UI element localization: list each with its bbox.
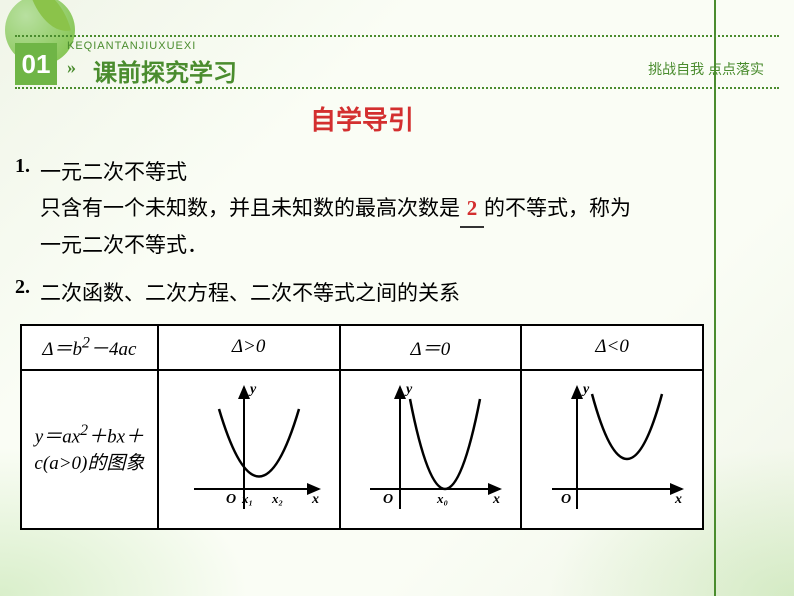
item-2: 2. 二次函数、二次方程、二次不等式之间的关系 bbox=[20, 276, 704, 312]
svg-text:x: x bbox=[492, 492, 500, 507]
svg-text:y: y bbox=[404, 382, 413, 397]
header: 01 KEQIANTANJIUXUEXI » 课前探究学习 挑战自我 点点落实 bbox=[15, 35, 779, 85]
discriminant-table: Δ＝b2－4ac Δ>0 Δ＝0 Δ<0 y＝ax2＋bx＋c(a>0)的图象 … bbox=[20, 324, 704, 530]
item-1-text-c: 一元二次不等式． bbox=[40, 233, 208, 257]
svg-text:x: x bbox=[674, 492, 682, 507]
table-row-label: y＝ax2＋bx＋c(a>0)的图象 bbox=[21, 370, 158, 529]
header-pinyin: KEQIANTANJIUXUEXI bbox=[67, 40, 196, 52]
graph-cell-0roots: y x O bbox=[521, 370, 703, 529]
svg-text:y: y bbox=[581, 382, 590, 397]
graph-cell-2roots: y x O x₁ x₂ bbox=[158, 370, 340, 529]
item-1-body: 一元二次不等式 只含有一个未知数，并且未知数的最高次数是2的不等式，称为 一元二… bbox=[40, 155, 704, 264]
item-2-body: 二次函数、二次方程、二次不等式之间的关系 bbox=[40, 276, 704, 312]
table-header-0: Δ＝b2－4ac bbox=[21, 325, 158, 370]
svg-text:O: O bbox=[561, 492, 571, 507]
item-1-blank: 2 bbox=[460, 191, 484, 229]
svg-text:O: O bbox=[226, 492, 236, 507]
header-right-text: 挑战自我 点点落实 bbox=[648, 59, 764, 79]
item-1-heading: 一元二次不等式 bbox=[40, 160, 187, 184]
graph-cell-1root: y x O x₀ bbox=[340, 370, 522, 529]
header-title: 课前探究学习 bbox=[93, 53, 237, 88]
item-2-heading: 二次函数、二次方程、二次不等式之间的关系 bbox=[40, 281, 460, 305]
header-dotted-line-top bbox=[15, 35, 779, 37]
table-header-3: Δ<0 bbox=[521, 325, 703, 370]
table-header-2: Δ＝0 bbox=[340, 325, 522, 370]
item-1-number: 1. bbox=[15, 155, 30, 178]
chapter-number-box: 01 bbox=[15, 43, 57, 85]
item-1-text-a: 只含有一个未知数，并且未知数的最高次数是 bbox=[40, 196, 460, 220]
content-area: 自学导引 1. 一元二次不等式 只含有一个未知数，并且未知数的最高次数是2的不等… bbox=[20, 100, 704, 530]
svg-text:y: y bbox=[248, 382, 257, 397]
item-1-text-b: 的不等式，称为 bbox=[484, 196, 631, 220]
svg-text:x: x bbox=[311, 492, 319, 507]
svg-text:O: O bbox=[383, 492, 393, 507]
svg-text:x₀: x₀ bbox=[436, 491, 448, 506]
header-dotted-line-bottom bbox=[15, 87, 779, 89]
item-1: 1. 一元二次不等式 只含有一个未知数，并且未知数的最高次数是2的不等式，称为 … bbox=[20, 155, 704, 264]
section-title: 自学导引 bbox=[20, 100, 704, 137]
header-arrow-icon: » bbox=[67, 57, 76, 78]
parabola-two-roots-icon: y x O x₁ x₂ bbox=[174, 379, 324, 514]
right-margin-line bbox=[714, 0, 794, 596]
parabola-one-root-icon: y x O x₀ bbox=[355, 379, 505, 514]
item-2-number: 2. bbox=[15, 276, 30, 299]
svg-text:x₂: x₂ bbox=[271, 491, 283, 506]
table-header-1: Δ>0 bbox=[158, 325, 340, 370]
svg-text:x₁: x₁ bbox=[241, 491, 253, 506]
parabola-no-roots-icon: y x O bbox=[537, 379, 687, 514]
